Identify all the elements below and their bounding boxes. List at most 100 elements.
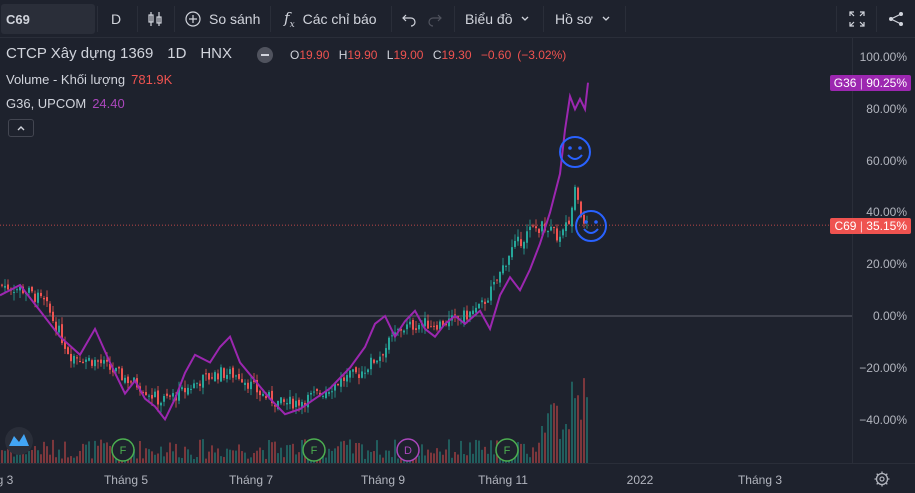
candle-body xyxy=(496,279,498,281)
candle-body xyxy=(238,374,240,379)
candle-body xyxy=(97,360,99,362)
candle-body xyxy=(70,353,72,362)
candle-body xyxy=(181,387,183,390)
profile-label: Hồ sơ xyxy=(555,11,593,27)
event-marker-icon xyxy=(111,438,135,462)
candle-body xyxy=(67,347,69,355)
volume-bar xyxy=(286,445,288,463)
volume-bar xyxy=(196,457,198,463)
candle-body xyxy=(292,398,294,409)
volume-bar xyxy=(250,457,252,463)
candle-body xyxy=(235,375,237,377)
candle-body xyxy=(322,395,324,397)
collapse-legend-button[interactable] xyxy=(8,119,34,137)
volume-bar xyxy=(85,444,87,463)
candle-body xyxy=(271,390,273,404)
volume-bar xyxy=(241,451,243,463)
volume-bar xyxy=(460,440,462,463)
volume-bar xyxy=(172,451,174,463)
volume-bar xyxy=(571,381,573,463)
time-axis[interactable]: g 3 Tháng 5 Tháng 7 Tháng 9 Tháng 11 2022 Thán… xyxy=(0,463,915,491)
divider xyxy=(454,6,455,32)
minus-icon xyxy=(261,54,269,56)
volume-bar xyxy=(76,456,78,463)
share-button[interactable] xyxy=(887,0,905,38)
candle-body xyxy=(574,186,576,210)
candle-body xyxy=(412,319,414,330)
candle-body xyxy=(400,328,402,331)
indicators-button[interactable]: fx Các chỉ báo xyxy=(284,0,377,38)
candle-body xyxy=(280,397,282,404)
volume-bar xyxy=(34,446,36,463)
candle-body xyxy=(427,320,429,329)
candle-body xyxy=(217,373,219,380)
close-label: C xyxy=(432,48,442,62)
candle-body xyxy=(19,286,21,291)
settings-button[interactable] xyxy=(873,470,891,488)
candle-body xyxy=(43,298,45,300)
change-value: −0.60 xyxy=(480,48,512,62)
volume-bar xyxy=(262,450,264,463)
candle-style-button[interactable] xyxy=(146,0,164,38)
volume-bar xyxy=(283,457,285,463)
undo-icon xyxy=(402,14,416,27)
candle-body xyxy=(379,356,381,361)
candle-body xyxy=(445,323,447,326)
candle-body xyxy=(340,378,342,387)
candle-body xyxy=(376,360,378,363)
volume-bar xyxy=(187,449,189,463)
volume-bar xyxy=(577,395,579,463)
volume-bar xyxy=(28,450,30,463)
candle-body xyxy=(40,292,42,297)
candle-body xyxy=(52,311,54,321)
candle-body xyxy=(571,207,573,227)
candle-body xyxy=(391,335,393,337)
candle-body xyxy=(478,303,480,309)
candle-body xyxy=(133,377,135,383)
fullscreen-button[interactable] xyxy=(848,0,866,38)
smiley-annotation-icon xyxy=(559,136,591,168)
chart-type-dropdown[interactable]: Biểu đồ xyxy=(465,0,530,38)
candle-body xyxy=(184,388,186,393)
main-legend: CTCP Xây dựng 1369 1D HNX xyxy=(6,45,238,62)
event-marker-label: F xyxy=(120,445,127,457)
candle-body xyxy=(178,388,180,401)
candle-body xyxy=(409,321,411,325)
volume-bar xyxy=(166,452,168,463)
volume-bar xyxy=(418,455,420,463)
high-value: 19.90 xyxy=(347,48,378,62)
candle-body xyxy=(484,301,486,304)
change-percent: (−3.02%) xyxy=(517,48,567,62)
volume-bar xyxy=(493,454,495,463)
compare-button[interactable]: So sánh xyxy=(184,0,260,38)
symbol-search[interactable]: C69 xyxy=(1,4,95,34)
candle-body xyxy=(370,357,372,370)
candle-body xyxy=(148,395,150,397)
candle-body xyxy=(49,303,51,313)
logo-mountain-icon xyxy=(9,434,29,446)
compare-legend: G36, UPCOM 24.40 xyxy=(6,96,131,111)
divider xyxy=(270,6,271,32)
interval-button[interactable]: D xyxy=(111,0,121,38)
price-axis[interactable]: 100.00% 80.00% 60.00% 40.00% 20.00% 0.00% −20.… xyxy=(852,38,915,463)
candle-body xyxy=(196,382,198,384)
volume-bar xyxy=(358,442,360,463)
candle-body xyxy=(526,231,528,243)
candle-body xyxy=(307,394,309,408)
hide-series-button[interactable] xyxy=(257,47,273,63)
candle-body xyxy=(547,230,549,233)
price-axis-label: −40.00% xyxy=(859,413,907,427)
candle-body xyxy=(193,383,195,389)
tag-separator: | xyxy=(859,219,863,233)
volume-bar xyxy=(490,440,492,463)
redo-button[interactable] xyxy=(427,0,443,38)
profile-dropdown[interactable]: Hồ sơ xyxy=(555,0,611,38)
volume-bar xyxy=(442,454,444,463)
volume-bar xyxy=(565,424,567,463)
volume-bar xyxy=(559,438,561,463)
undo-button[interactable] xyxy=(401,0,417,38)
volume-bar xyxy=(49,454,51,463)
candle-body xyxy=(268,392,270,398)
compare-value: 24.40 xyxy=(92,96,125,111)
